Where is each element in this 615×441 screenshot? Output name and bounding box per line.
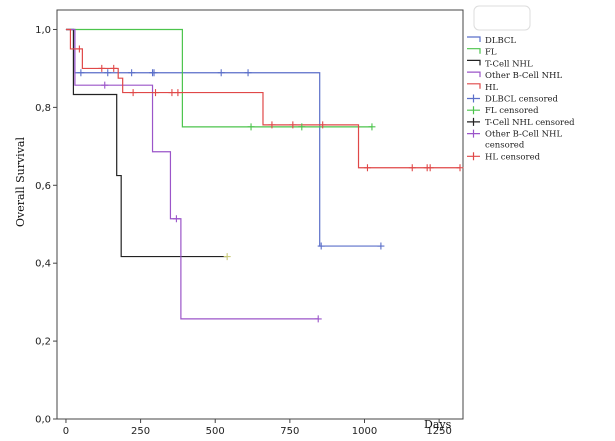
legend-label: FL bbox=[485, 48, 497, 58]
censor-mark-dlbcl bbox=[128, 69, 136, 77]
x-tick-label: 1000 bbox=[352, 426, 377, 437]
censor-mark-hl bbox=[129, 89, 137, 97]
x-axis-label: Days bbox=[424, 418, 452, 431]
censor-mark-hl bbox=[363, 164, 371, 172]
series-line-other-b-cell-nhl bbox=[65, 28, 319, 320]
censor-mark-dlbcl bbox=[150, 69, 158, 77]
censor-mark-other-b-cell-nhl bbox=[314, 315, 322, 323]
censor-mark-hl bbox=[408, 164, 416, 172]
legend-label: censored bbox=[485, 141, 525, 151]
legend-label: HL bbox=[485, 83, 498, 93]
censor-mark-hl bbox=[426, 164, 434, 172]
legend-swatch-fl-censored bbox=[467, 106, 480, 115]
series-line-t-cell-nhl bbox=[65, 28, 228, 258]
censor-marks bbox=[75, 45, 464, 323]
censor-mark-hl bbox=[268, 121, 276, 129]
legend-label: Other B-Cell NHL bbox=[485, 71, 562, 81]
censor-mark-hl bbox=[152, 89, 160, 97]
censor-mark-dlbcl bbox=[244, 69, 252, 77]
legend-swatch-dlbcl-censored bbox=[467, 94, 480, 103]
legend-label: T-Cell NHL censored bbox=[485, 118, 575, 128]
legend-swatch-t-cell-nhl bbox=[467, 59, 481, 66]
x-tick-label: 1250 bbox=[426, 426, 451, 437]
censor-mark-other-b-cell-nhl bbox=[172, 215, 180, 223]
censor-mark-fl bbox=[298, 123, 306, 131]
y-axis-label: Overall Survival bbox=[14, 137, 27, 227]
censor-mark-fl bbox=[368, 123, 376, 131]
y-tick-label: 0,6 bbox=[35, 181, 51, 192]
x-tick-label: 500 bbox=[206, 426, 225, 437]
plot-border bbox=[56, 9, 464, 420]
legend-label: T-Cell NHL bbox=[485, 59, 533, 69]
censor-mark-hl bbox=[168, 89, 176, 97]
x-tick-label: 750 bbox=[280, 426, 299, 437]
legend-swatch-fl bbox=[467, 48, 481, 54]
series-line-fl bbox=[65, 28, 372, 128]
x-tick-label: 250 bbox=[131, 426, 150, 437]
legend-label: DLBCL bbox=[485, 36, 516, 46]
x-tick-label: 0 bbox=[63, 426, 69, 437]
y-tick-label: 0,2 bbox=[35, 337, 51, 348]
legend: DLBCL FLT-Cell NHL Other B-Cell NHL HL DLBCL… bbox=[467, 5, 575, 162]
plot-frame bbox=[56, 9, 464, 420]
y-tick-label: 0,0 bbox=[35, 415, 51, 426]
legend-swatch-dlbcl bbox=[467, 36, 481, 42]
censor-mark-dlbcl bbox=[217, 69, 225, 77]
series-lines bbox=[65, 28, 461, 320]
legend-swatch-other-b-cell-nhl bbox=[467, 129, 480, 138]
legend-swatch-t-cell-nhl-censored bbox=[467, 117, 480, 126]
legend-swatch-hl-censored bbox=[467, 152, 480, 161]
censor-mark-hl bbox=[110, 64, 118, 72]
censor-mark-fl bbox=[247, 123, 255, 131]
censor-mark-dlbcl bbox=[104, 69, 112, 77]
legend-label: HL censored bbox=[485, 152, 541, 162]
censor-mark-hl bbox=[98, 64, 106, 72]
censor-mark-dlbcl bbox=[377, 242, 385, 250]
y-tick-label: 0,8 bbox=[35, 103, 51, 114]
y-tick-label: 1,0 bbox=[35, 25, 51, 36]
x-axis-ticks: 0 250 500 750 1000 1250 bbox=[63, 419, 452, 437]
legend-title-box bbox=[473, 5, 531, 31]
censor-mark-dlbcl bbox=[77, 69, 85, 77]
legend-label: DLBCL censored bbox=[485, 95, 559, 105]
censor-mark-hl bbox=[289, 121, 297, 129]
legend-swatch-hl bbox=[467, 83, 481, 89]
censor-mark-t-cell-nhl bbox=[223, 253, 231, 261]
censor-mark-dlbcl bbox=[317, 242, 325, 250]
y-tick-label: 0,4 bbox=[35, 259, 51, 270]
censor-mark-other-b-cell-nhl bbox=[101, 81, 109, 89]
censor-mark-hl bbox=[174, 89, 182, 97]
censor-mark-hl bbox=[75, 45, 83, 53]
series-line-dlbcl bbox=[65, 28, 381, 247]
legend-label: Other B-Cell NHL bbox=[485, 130, 562, 140]
y-axis-ticks: 0,0 0,2 0,4 0,6 0,8 1,0 bbox=[35, 25, 57, 426]
censor-mark-hl bbox=[319, 121, 327, 129]
legend-swatch-other-b-cell-nhl bbox=[467, 71, 481, 78]
legend-label: FL censored bbox=[485, 106, 539, 116]
censor-mark-hl bbox=[456, 164, 464, 172]
series-line-hl bbox=[65, 28, 461, 169]
